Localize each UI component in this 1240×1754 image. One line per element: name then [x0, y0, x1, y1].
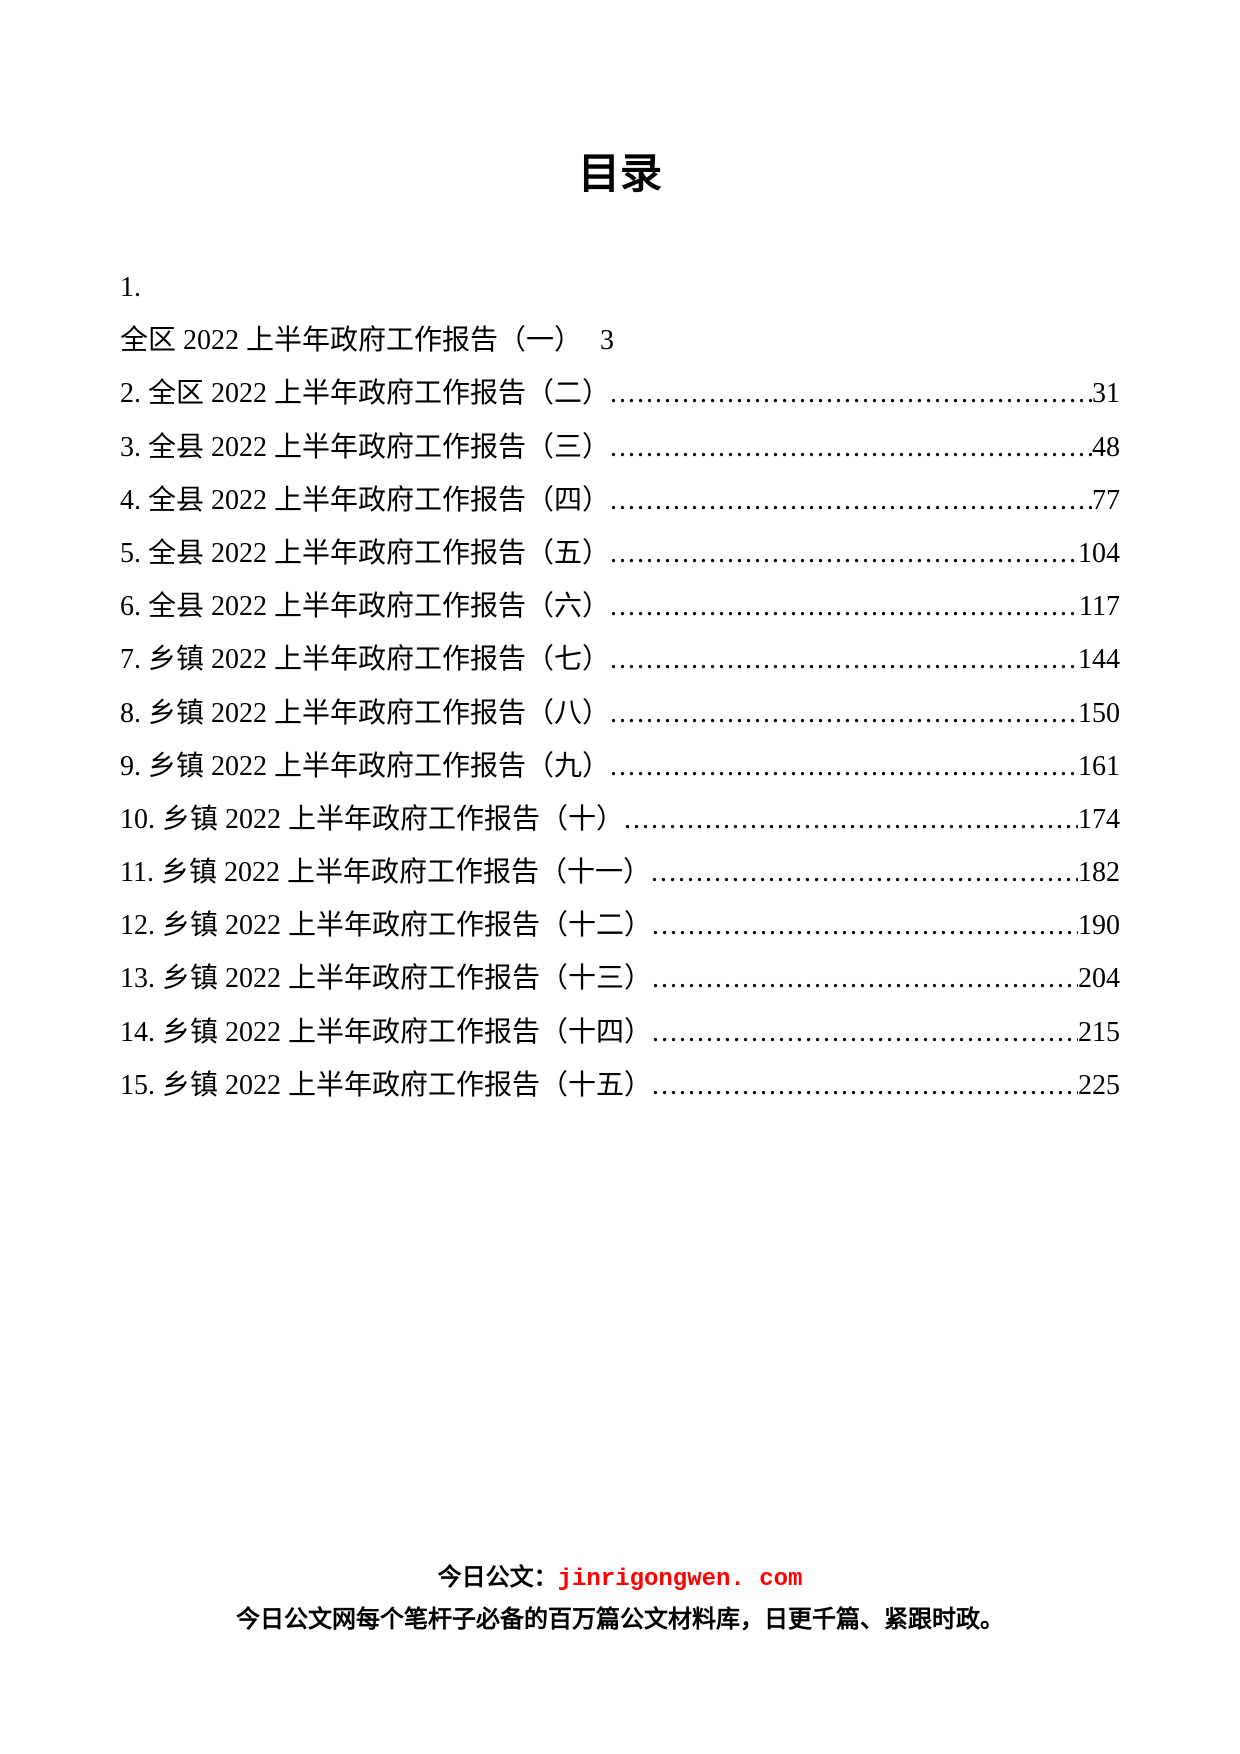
toc-entry-page: 161	[1078, 740, 1120, 793]
footer-link[interactable]: jinrigongwen. com	[558, 1566, 803, 1593]
toc-entry-label: 10. 乡镇 2022 上半年政府工作报告（十）	[120, 793, 624, 846]
toc-entry[interactable]: 4. 全县 2022 上半年政府工作报告（四） 77	[120, 474, 1120, 527]
toc-entry-label: 5. 全县 2022 上半年政府工作报告（五）	[120, 527, 610, 580]
toc-entry-label: 12. 乡镇 2022 上半年政府工作报告（十二）	[120, 899, 652, 952]
toc-entry-page: 48	[1092, 421, 1120, 474]
toc-entry[interactable]: 3. 全县 2022 上半年政府工作报告（三） 48	[120, 421, 1120, 474]
toc-leader-dots	[610, 527, 1078, 580]
toc-entry-label: 8. 乡镇 2022 上半年政府工作报告（八）	[120, 687, 610, 740]
toc-entry-label: 3. 全县 2022 上半年政府工作报告（三）	[120, 421, 610, 474]
footer-prefix: 今日公文：	[438, 1564, 558, 1591]
toc-entry[interactable]: 13. 乡镇 2022 上半年政府工作报告（十三） 204	[120, 952, 1120, 1005]
toc-entry[interactable]: 9. 乡镇 2022 上半年政府工作报告（九） 161	[120, 740, 1120, 793]
toc-entry-label: 4. 全县 2022 上半年政府工作报告（四）	[120, 474, 610, 527]
toc-entry-label: 15. 乡镇 2022 上半年政府工作报告（十五）	[120, 1059, 652, 1112]
toc-entry-page: 174	[1078, 793, 1120, 846]
toc-entry[interactable]: 6. 全县 2022 上半年政府工作报告（六） 117	[120, 580, 1120, 633]
toc-entry[interactable]: 5. 全县 2022 上半年政府工作报告（五） 104	[120, 527, 1120, 580]
toc-entry-page: 117	[1079, 580, 1120, 633]
toc-entry[interactable]: 15. 乡镇 2022 上半年政府工作报告（十五） 225	[120, 1059, 1120, 1112]
toc-entry-page: 77	[1092, 474, 1120, 527]
toc-leader-dots	[610, 580, 1079, 633]
toc-entry-page: 150	[1078, 687, 1120, 740]
toc-entry-label: 7. 乡镇 2022 上半年政府工作报告（七）	[120, 633, 610, 686]
toc-entry[interactable]: 7. 乡镇 2022 上半年政府工作报告（七） 144	[120, 633, 1120, 686]
toc-leader-dots	[610, 740, 1078, 793]
toc-leader-dots	[610, 421, 1092, 474]
document-page: 目录 1. 全区 2022 上半年政府工作报告（一） 3 2. 全区 2022 …	[0, 0, 1240, 1112]
toc-title: 目录	[120, 140, 1120, 201]
footer-line-2: 今日公文网每个笔杆子必备的百万篇公文材料库，日更千篇、紧跟时政。	[0, 1599, 1240, 1634]
toc-entry-label: 9. 乡镇 2022 上半年政府工作报告（九）	[120, 740, 610, 793]
toc-entry[interactable]: 11. 乡镇 2022 上半年政府工作报告（十一） 182	[120, 846, 1120, 899]
toc-entry-page: 215	[1078, 1006, 1120, 1059]
toc-entry-page: 204	[1078, 952, 1120, 1005]
toc-entry[interactable]: 12. 乡镇 2022 上半年政府工作报告（十二） 190	[120, 899, 1120, 952]
toc-entry[interactable]: 2. 全区 2022 上半年政府工作报告（二） 31	[120, 367, 1120, 420]
toc-leader-dots	[610, 633, 1078, 686]
toc-entry-1-number: 1.	[120, 261, 1120, 314]
footer-line-1: 今日公文：jinrigongwen. com	[0, 1557, 1240, 1593]
toc-leader-dots	[610, 474, 1092, 527]
toc-entry-page: 144	[1078, 633, 1120, 686]
toc-entry-1[interactable]: 全区 2022 上半年政府工作报告（一） 3	[120, 314, 1120, 367]
toc-entry-label: 2. 全区 2022 上半年政府工作报告（二）	[120, 367, 610, 420]
toc-entry-1-label: 全区 2022 上半年政府工作报告（一）	[120, 314, 582, 367]
toc-leader-dots	[652, 1006, 1078, 1059]
toc-entry-label: 6. 全县 2022 上半年政府工作报告（六）	[120, 580, 610, 633]
toc-entry[interactable]: 8. 乡镇 2022 上半年政府工作报告（八） 150	[120, 687, 1120, 740]
toc-entry-1-page: 3	[600, 314, 614, 367]
toc-entry-page: 225	[1078, 1059, 1120, 1112]
toc-entry-label: 13. 乡镇 2022 上半年政府工作报告（十三）	[120, 952, 652, 1005]
toc-leader-dots	[652, 1059, 1078, 1112]
toc-entry[interactable]: 14. 乡镇 2022 上半年政府工作报告（十四） 215	[120, 1006, 1120, 1059]
toc-entry-page: 104	[1078, 527, 1120, 580]
toc-entry-label: 11. 乡镇 2022 上半年政府工作报告（十一）	[120, 846, 651, 899]
toc-list: 2. 全区 2022 上半年政府工作报告（二）313. 全县 2022 上半年政…	[120, 367, 1120, 1112]
toc-entry-label: 14. 乡镇 2022 上半年政府工作报告（十四）	[120, 1006, 652, 1059]
toc-leader-dots	[624, 793, 1078, 846]
toc-leader-dots	[652, 952, 1078, 1005]
toc-leader-dots	[652, 899, 1078, 952]
toc-leader-dots	[610, 687, 1078, 740]
toc-entry-page: 31	[1092, 367, 1120, 420]
toc-entry[interactable]: 10. 乡镇 2022 上半年政府工作报告（十） 174	[120, 793, 1120, 846]
toc-entry-page: 190	[1078, 899, 1120, 952]
toc-leader-dots	[610, 367, 1092, 420]
toc-leader-dots	[651, 846, 1078, 899]
page-footer: 今日公文：jinrigongwen. com 今日公文网每个笔杆子必备的百万篇公…	[0, 1557, 1240, 1634]
toc-entry-page: 182	[1078, 846, 1120, 899]
